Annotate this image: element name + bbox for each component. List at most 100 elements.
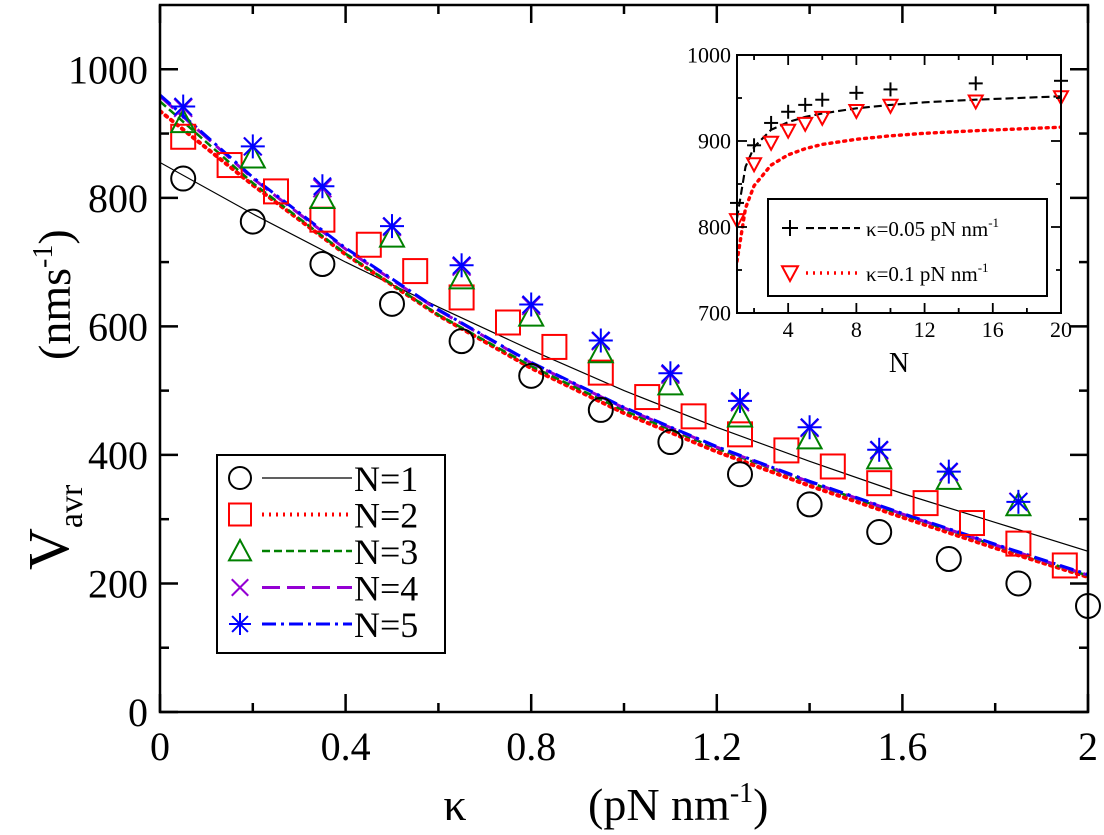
inset-y-tick-label: 800 [698,215,731,240]
main-x-tick-label: 0.4 [321,724,371,769]
main-point-series-5 [1006,489,1031,514]
y-axis-label-symbol: Vavr [16,484,90,570]
main-legend-marker-5 [229,613,251,635]
inset-point-series-1 [883,82,898,97]
main-point-series-3 [378,222,406,248]
main-legend-marker-4 [231,578,249,597]
main-x-tick-label: 0 [150,724,170,769]
inset-y-tick-label: 900 [698,129,731,154]
main-point-series-3 [239,143,267,169]
main-point-series-1 [239,208,266,235]
main-point-series-5 [519,292,544,317]
inset-point-series-2 [796,116,814,133]
main-point-series-2 [912,490,939,517]
inset-point-series-1 [798,97,813,112]
main-legend: N=1N=2N=3N=4N=5 [216,454,446,654]
inset-curves [737,95,1061,264]
inset-legend-marker-2 [780,265,800,284]
main-y-axis: 0 200 400 600 800 1000 [68,47,1088,735]
inset-x-tick-label: 16 [982,317,1004,342]
main-point-series-5 [728,388,752,413]
main-point-series-5 [658,361,683,386]
main-y-tick-label: 200 [88,561,148,606]
main-legend-label-4: N=4 [354,569,418,609]
main-y-tick-label: 400 [88,433,148,478]
inset-x-axis: 4 8 12 16 20 [753,55,1072,342]
main-legend-marker-3 [227,537,253,562]
main-y-tick-label: 600 [88,304,148,349]
main-point-series-5 [171,94,196,119]
main-point-series-3 [169,107,197,134]
inset-point-series-1 [849,85,864,100]
main-point-series-1 [170,165,197,192]
main-point-series-1 [1005,570,1032,597]
main-point-series-2 [263,178,289,205]
main-legend-marker-2 [228,502,252,527]
main-x-tick-label: 1.2 [692,724,742,769]
main-point-series-2 [773,437,800,464]
inset-curve-2 [737,125,1061,264]
main-point-series-2 [1005,530,1032,557]
inset-point-series-2 [779,123,797,140]
main-point-series-3 [308,183,337,210]
main-point-series-1 [727,461,753,488]
main-legend-marker-1 [228,466,252,490]
main-legend-box [216,454,446,654]
inset-point-series-1 [968,76,983,91]
main-y-tick-label: 800 [88,176,148,221]
main-x-tick-label: 1.6 [877,724,927,769]
main-point-series-2 [680,403,707,430]
inset-x-tick-label: 8 [851,317,862,342]
inset-point-series-2 [813,110,831,127]
main-point-series-3 [795,424,824,450]
inset-point-series-2 [847,103,866,121]
main-x-tick-label: 0.8 [506,724,556,769]
main-x-axis: 0 0.4 0.8 1.2 1.6 2 [150,5,1098,769]
main-point-series-5 [588,328,613,353]
main-point-series-3 [587,337,615,364]
inset-x-axis-label: N [889,348,909,379]
x-axis-label-unit: (pN nm-1) [588,778,768,830]
main-legend-label-3: N=3 [354,532,418,572]
main-x-tick-label: 2 [1078,724,1098,769]
main-point-series-2 [819,453,846,480]
main-point-series-2 [1051,552,1078,579]
main-point-series-3 [1004,490,1033,517]
main-point-series-3 [726,402,754,428]
inset-y-axis: 700 800 900 1000 [687,43,1061,326]
inset-point-series-2 [967,94,985,111]
main-point-series-2 [634,384,661,411]
inset-point-series-1 [781,104,796,119]
main-point-series-5 [867,437,892,462]
inset-legend-marker-1 [782,220,798,236]
main-point-series-3 [447,264,476,290]
inset-x-tick-label: 12 [914,317,936,342]
inset-point-series-2 [881,98,900,115]
main-point-series-5 [380,214,404,239]
main-point-series-2 [402,258,429,285]
inset-legend: κ=0.05 pN nm-1 κ=0.1 pN nm-1 [767,198,1048,297]
main-curve-5 [160,93,1088,576]
inset-y-tick-label: 700 [698,301,731,326]
main-point-series-1 [657,429,684,456]
main-point-series-1 [448,328,475,355]
main-point-series-5 [240,134,265,159]
inset-x-tick-label: 20 [1050,317,1072,342]
main-point-series-3 [517,301,545,327]
main-point-series-2 [587,359,614,386]
main-point-series-1 [587,396,614,423]
main-point-series-5 [310,174,335,199]
main-curve-1 [160,161,1088,552]
main-point-series-1 [518,362,545,389]
inset-legend-label-1: κ=0.05 pN nm-1 [866,215,999,241]
main-point-series-5 [449,253,474,278]
main-legend-label-1: N=1 [354,459,418,499]
main-point-series-3 [656,370,685,396]
main-point-series-2 [448,284,475,311]
inset-point-series-2 [745,157,763,174]
inset-legend-label-2: κ=0.1 pN nm-1 [866,260,989,286]
main-point-series-2 [866,470,893,497]
main-point-series-1 [309,251,336,278]
inset-legend-box [767,198,1048,297]
